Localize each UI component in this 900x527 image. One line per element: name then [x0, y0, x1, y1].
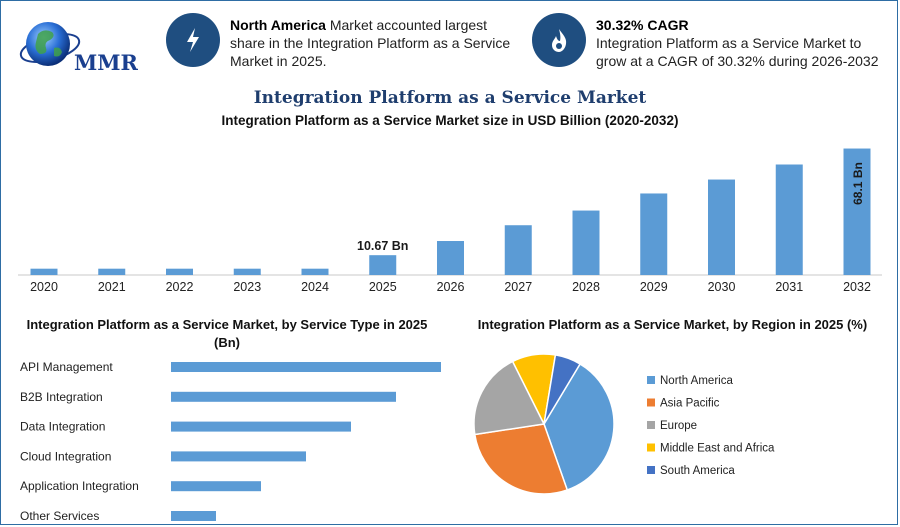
- legend-label: North America: [660, 375, 733, 387]
- flame-icon: [532, 13, 586, 67]
- legend-label: Middle East and Africa: [660, 443, 775, 455]
- callout-cagr: 30.32% CAGR Integration Platform as a Ser…: [596, 16, 886, 70]
- bar-2024: [301, 268, 329, 275]
- x-tick-label: 2027: [504, 280, 532, 294]
- x-tick-label: 2026: [437, 280, 465, 294]
- callout-2-text: Integration Platform as a Service Market…: [596, 35, 879, 69]
- legend-swatch: [647, 443, 655, 452]
- callout-1-text: Market accounted largest share in the In…: [230, 17, 511, 69]
- bar-2029: [640, 193, 668, 275]
- x-tick-label: 2031: [775, 280, 803, 294]
- callout-north-america: North America Market accounted largest s…: [230, 16, 520, 70]
- legend-label: Asia Pacific: [660, 398, 720, 410]
- callout-2-bold: 30.32% CAGR: [596, 17, 689, 33]
- bar-2022: [166, 268, 193, 275]
- x-tick-label: 2023: [233, 280, 261, 294]
- legend-swatch: [647, 376, 655, 384]
- x-tick-label: 2025: [369, 280, 397, 294]
- callout-1-bold: North America: [230, 17, 326, 33]
- x-tick-label: 2028: [572, 280, 600, 294]
- category-label: Other Services: [20, 509, 99, 523]
- bar-2021: [98, 268, 126, 275]
- x-tick-label: 2030: [708, 280, 736, 294]
- pie-slice-south-america: [543, 354, 582, 425]
- bar-chart-title: Integration Platform as a Service Market…: [221, 113, 679, 128]
- legend-label: South America: [660, 465, 735, 477]
- legend-swatch: [647, 466, 655, 474]
- mmr-logo: MMR: [19, 22, 138, 75]
- service-type-chart-title: Integration Platform as a Service Market…: [26, 317, 428, 350]
- region-pie-chart: North America Asia Pacific Europe Middle Ea…: [473, 353, 775, 495]
- bar-2031: [775, 164, 803, 275]
- page-title: Integration Platform as a Service Market: [253, 88, 647, 108]
- logo-text: MMR: [74, 50, 138, 75]
- x-tick-label: 2022: [166, 280, 194, 294]
- data-label: 68.1 Bn: [851, 162, 865, 205]
- legend-swatch: [647, 421, 655, 429]
- x-tick-label: 2029: [640, 280, 668, 294]
- legend-swatch: [647, 398, 655, 407]
- bar-2027: [504, 225, 532, 275]
- x-tick-label: 2021: [98, 280, 126, 294]
- bar-other-services: [171, 511, 216, 521]
- bar-2023: [233, 268, 261, 275]
- pie-slice-asia-pacific: [473, 423, 569, 495]
- bar-2030: [708, 179, 735, 275]
- lightning-icon: [166, 13, 220, 67]
- bar-data-integration: [171, 421, 351, 432]
- bar-api-management: [171, 362, 441, 372]
- bar-cloud-integration: [171, 451, 306, 462]
- market-size-bar-chart: 2020 2021 2022 2023 2024 2025 2026 2027 2028 2029…: [18, 148, 882, 294]
- legend-label: Europe: [660, 420, 697, 432]
- data-label: 10.67 Bn: [357, 239, 408, 253]
- region-chart-title: Integration Platform as a Service Market…: [477, 317, 868, 332]
- category-label: Application Integration: [20, 479, 139, 493]
- pie-slice-europe: [473, 360, 546, 436]
- x-tick-label: 2032: [843, 280, 871, 294]
- category-label: B2B Integration: [20, 390, 103, 404]
- bar-2020: [30, 268, 58, 275]
- bar-2025: [369, 255, 397, 275]
- bar-2028: [572, 210, 600, 275]
- bar-application-integration: [171, 481, 261, 492]
- service-type-bar-chart: API Management B2B Integration Data Integr…: [20, 360, 441, 523]
- bar-2032: [843, 148, 871, 275]
- bar-b2b-integration: [171, 391, 396, 402]
- category-label: Cloud Integration: [20, 449, 111, 463]
- category-label: API Management: [20, 360, 113, 374]
- bar-2026: [437, 241, 464, 275]
- x-tick-label: 2020: [30, 280, 58, 294]
- x-tick-label: 2024: [301, 280, 329, 294]
- category-label: Data Integration: [20, 420, 105, 434]
